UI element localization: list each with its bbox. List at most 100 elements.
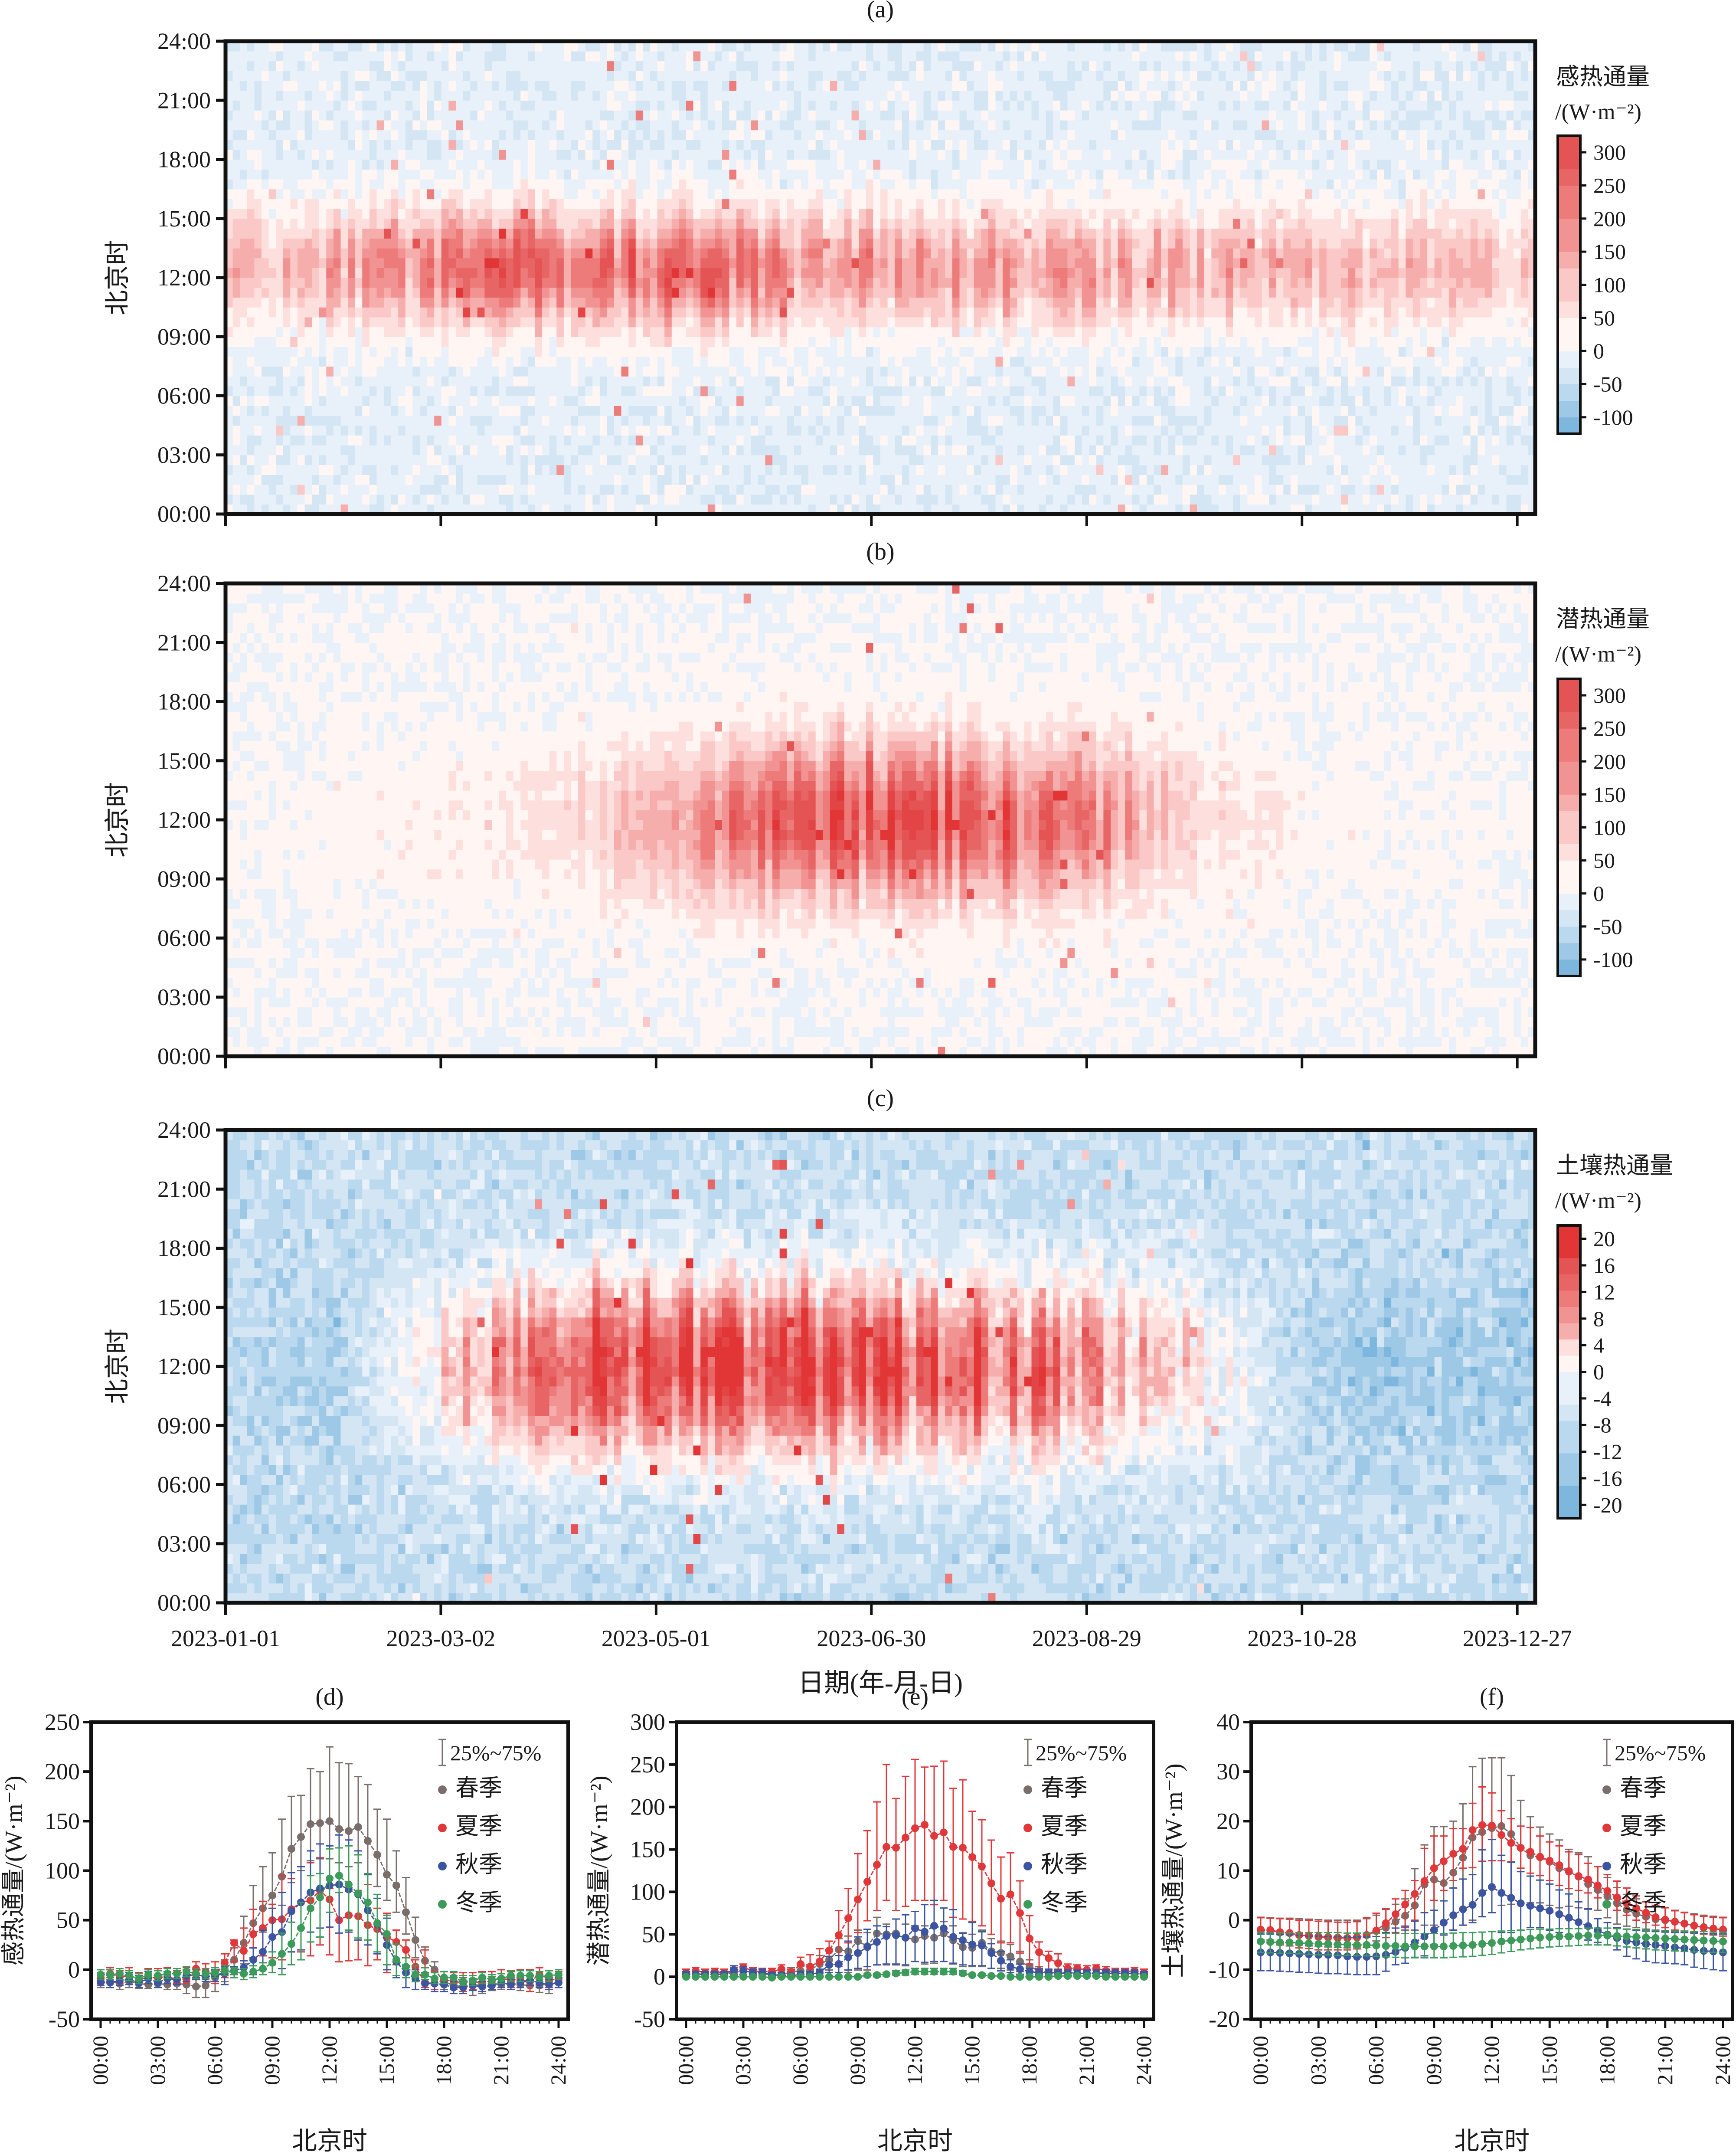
heatmap-cell	[240, 248, 248, 259]
heatmap-cell	[938, 347, 946, 357]
heatmap-cell	[427, 130, 435, 140]
heatmap-cell	[333, 347, 341, 357]
heatmap-cell	[808, 218, 816, 229]
heatmap-cell	[823, 337, 830, 347]
heatmap-cell	[873, 218, 881, 229]
heatmap-cell	[643, 475, 651, 485]
heatmap-cell	[664, 465, 672, 475]
heatmap-cell	[304, 41, 312, 52]
heatmap-cell	[866, 386, 874, 396]
heatmap-cell	[902, 61, 910, 71]
heatmap-cell	[787, 159, 794, 170]
heatmap-cell	[520, 61, 528, 71]
heatmap-cell	[945, 356, 953, 367]
heatmap-cell	[815, 347, 824, 357]
heatmap-cell	[707, 396, 716, 406]
heatmap-cell	[484, 228, 492, 239]
heatmap-cell	[333, 455, 341, 465]
heatmap-cell	[571, 90, 579, 101]
heatmap-cell	[851, 356, 859, 367]
heatmap-cell	[578, 465, 586, 475]
heatmap-cell	[362, 415, 370, 426]
heatmap-cell	[477, 140, 485, 150]
heatmap-cell	[686, 347, 694, 357]
heatmap-cell	[319, 366, 327, 377]
heatmap-cell	[931, 169, 938, 180]
heatmap-cell	[585, 307, 593, 318]
heatmap-cell	[621, 90, 629, 101]
heatmap-cell	[643, 189, 651, 200]
heatmap-cell	[484, 238, 492, 249]
heatmap-cell	[851, 327, 859, 337]
heatmap-cell	[405, 100, 413, 111]
heatmap-cell	[262, 140, 269, 150]
heatmap-cell	[765, 159, 773, 170]
heatmap-cell	[607, 110, 615, 121]
heatmap-cell	[240, 169, 248, 180]
heatmap-cell	[859, 71, 866, 81]
heatmap-cell	[276, 238, 284, 249]
heatmap-cell	[448, 287, 456, 298]
heatmap-cell	[247, 445, 255, 455]
heatmap-cell	[643, 209, 651, 219]
heatmap-cell	[844, 268, 852, 278]
heatmap-cell	[614, 337, 622, 347]
heatmap-cell	[679, 110, 687, 121]
heatmap-cell	[823, 71, 830, 81]
heatmap-cell	[355, 435, 363, 445]
heatmap-cell	[405, 71, 413, 81]
heatmap-cell	[923, 376, 931, 386]
heatmap-cell	[319, 51, 327, 62]
heatmap-cell	[823, 189, 830, 200]
heatmap-cell	[247, 258, 255, 269]
heatmap-cell	[715, 61, 723, 71]
heatmap-cell	[938, 356, 946, 367]
heatmap-cell	[384, 376, 392, 386]
heatmap-cell	[607, 475, 615, 485]
heatmap-cell	[276, 435, 284, 445]
heatmap-cell	[938, 445, 946, 455]
heatmap-cell	[513, 337, 521, 347]
heatmap-cell	[384, 425, 392, 436]
heatmap-cell	[765, 120, 773, 131]
heatmap-cell	[664, 494, 672, 505]
heatmap-cell	[549, 406, 557, 416]
heatmap-cell	[527, 327, 536, 337]
heatmap-cell	[902, 347, 910, 357]
heatmap-cell	[333, 415, 341, 426]
heatmap-cell	[729, 297, 737, 308]
heatmap-cell	[262, 61, 269, 71]
heatmap-cell	[326, 396, 334, 406]
heatmap-cell	[873, 504, 881, 514]
heatmap-cell	[830, 504, 838, 514]
heatmap-cell	[384, 71, 392, 81]
heatmap-cell	[463, 494, 471, 505]
heatmap-cell	[751, 61, 758, 71]
heatmap-cell	[909, 169, 917, 180]
heatmap-cell	[736, 258, 744, 269]
heatmap-cell	[340, 327, 348, 337]
heatmap-cell	[571, 209, 579, 219]
heatmap-cell	[384, 218, 392, 229]
heatmap-cell	[506, 71, 514, 81]
heatmap-cell	[333, 61, 341, 71]
heatmap-cell	[628, 189, 636, 200]
heatmap-cell	[391, 297, 399, 308]
heatmap-cell	[887, 179, 895, 190]
heatmap-cell	[873, 248, 881, 259]
heatmap-cell	[578, 100, 586, 111]
heatmap-cell	[262, 248, 269, 259]
heatmap-cell	[974, 504, 982, 514]
heatmap-cell	[715, 51, 723, 62]
heatmap-cell	[262, 149, 269, 160]
heatmap-cell	[448, 347, 456, 357]
heatmap-cell	[326, 455, 334, 465]
heatmap-cell	[815, 337, 824, 347]
heatmap-cell	[585, 327, 593, 337]
heatmap-cell	[304, 218, 312, 229]
heatmap-cell	[492, 189, 500, 200]
heatmap-cell	[823, 130, 830, 140]
heatmap-cell	[297, 455, 305, 465]
heatmap-cell	[815, 356, 824, 367]
heatmap-cell	[463, 504, 471, 514]
